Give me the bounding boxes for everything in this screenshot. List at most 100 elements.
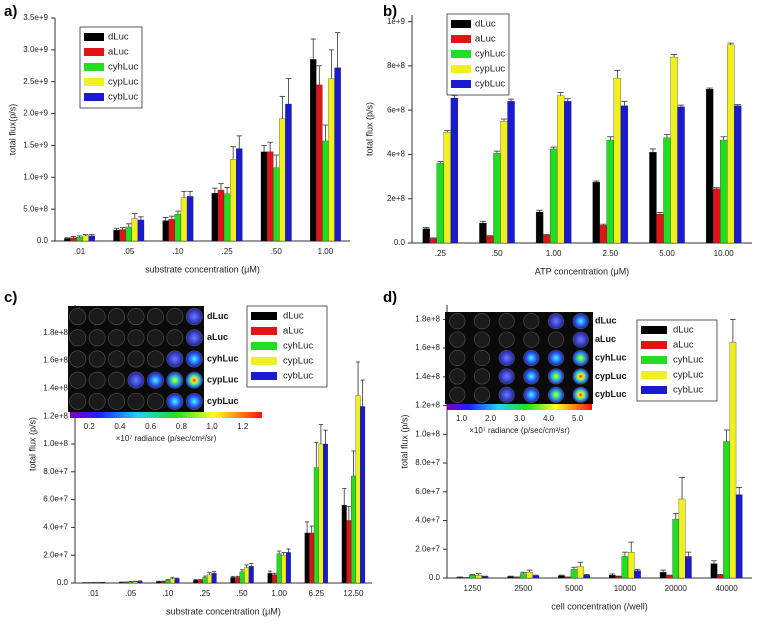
error-bar — [230, 575, 235, 578]
error-bar — [113, 227, 120, 231]
bar — [519, 573, 527, 579]
bar — [193, 580, 199, 584]
bar — [309, 532, 315, 584]
bar — [318, 443, 324, 584]
x-axis-title: substrate concentration (μM) — [166, 606, 281, 616]
error-bar — [224, 187, 230, 194]
bar — [322, 140, 329, 242]
well — [547, 368, 565, 385]
legend-swatch — [251, 357, 277, 365]
legend-label: aLuc — [475, 34, 496, 45]
error-bar — [281, 552, 286, 556]
legend-swatch — [251, 372, 277, 380]
bar — [429, 238, 437, 244]
bar — [599, 225, 607, 244]
bar — [678, 498, 686, 579]
x-tick-label: 5.00 — [659, 249, 675, 258]
error-bar — [558, 574, 565, 576]
y-tick-label: 2.5e+9 — [23, 77, 48, 86]
bar — [666, 575, 673, 579]
bar — [260, 151, 268, 242]
error-bar — [286, 548, 291, 553]
y-tick-label: 1.5e+9 — [23, 141, 48, 150]
bar — [165, 580, 171, 584]
y-tick-label: 3.5e+9 — [23, 13, 48, 22]
bar — [304, 532, 310, 584]
error-bar — [526, 569, 533, 573]
bar — [685, 556, 692, 579]
y-tick-label: 2.0e+9 — [23, 109, 48, 118]
bar — [613, 77, 622, 244]
error-bar — [360, 379, 365, 407]
error-bar — [267, 141, 273, 152]
colorbar-tick-label: 1.2 — [237, 422, 249, 431]
error-bar — [202, 575, 208, 578]
bar — [132, 581, 138, 584]
well — [498, 331, 515, 348]
legend-swatch — [451, 80, 471, 88]
well — [449, 368, 466, 385]
inset-row-label: aLuc — [207, 332, 228, 342]
legend-swatch — [251, 327, 277, 335]
well — [523, 386, 540, 403]
error-bar — [423, 227, 430, 229]
x-tick-label: .25 — [199, 589, 211, 598]
legend-label: cypLuc — [673, 370, 703, 381]
bar — [677, 106, 685, 244]
well — [185, 329, 203, 347]
bar — [481, 576, 489, 579]
colorbar — [447, 404, 592, 410]
bar — [475, 574, 483, 579]
bar — [160, 581, 166, 584]
error-bar — [507, 98, 515, 102]
x-tick-label: 1.00 — [546, 249, 562, 258]
legend-swatch — [84, 78, 104, 86]
well — [547, 349, 565, 367]
y-tick-label: 0.0 — [37, 236, 49, 245]
inset-row-label: dLuc — [207, 311, 229, 321]
error-bar — [351, 450, 356, 476]
error-bar — [132, 213, 138, 219]
bar — [180, 197, 188, 242]
bar — [557, 95, 565, 244]
x-tick-label: .50 — [237, 589, 249, 598]
bar — [334, 67, 341, 242]
bar — [119, 229, 126, 242]
error-bar — [285, 78, 292, 105]
well — [572, 386, 589, 403]
bar — [76, 237, 83, 242]
error-bar — [316, 65, 323, 85]
legend-swatch — [641, 356, 667, 364]
well — [88, 392, 106, 410]
error-bar — [70, 236, 77, 238]
error-bar — [730, 318, 736, 343]
well — [547, 313, 565, 330]
bar — [186, 196, 194, 242]
y-tick-label: 8e+8 — [387, 61, 406, 70]
bar — [710, 563, 718, 579]
well — [473, 313, 491, 330]
legend-label: aLuc — [673, 340, 694, 351]
well — [146, 371, 164, 389]
colorbar — [70, 412, 262, 418]
y-tick-label: 1.6e+8 — [43, 356, 68, 365]
bar — [211, 193, 219, 242]
bar — [450, 97, 459, 244]
bar — [244, 567, 250, 584]
well — [127, 308, 145, 326]
error-bar — [571, 566, 577, 570]
bar — [649, 152, 657, 244]
y-tick-label: 0.0 — [394, 238, 406, 247]
error-bar — [706, 87, 713, 90]
legend-swatch — [84, 33, 104, 41]
well — [473, 386, 491, 403]
y-axis-title: total flux (p/s) — [27, 417, 37, 471]
error-bar — [277, 550, 282, 554]
error-bar — [181, 190, 187, 198]
bar — [734, 105, 742, 244]
bar — [88, 235, 95, 242]
error-bar — [475, 573, 482, 576]
panel-label: b) — [383, 3, 397, 20]
bar — [285, 552, 291, 584]
error-bar — [621, 100, 628, 106]
